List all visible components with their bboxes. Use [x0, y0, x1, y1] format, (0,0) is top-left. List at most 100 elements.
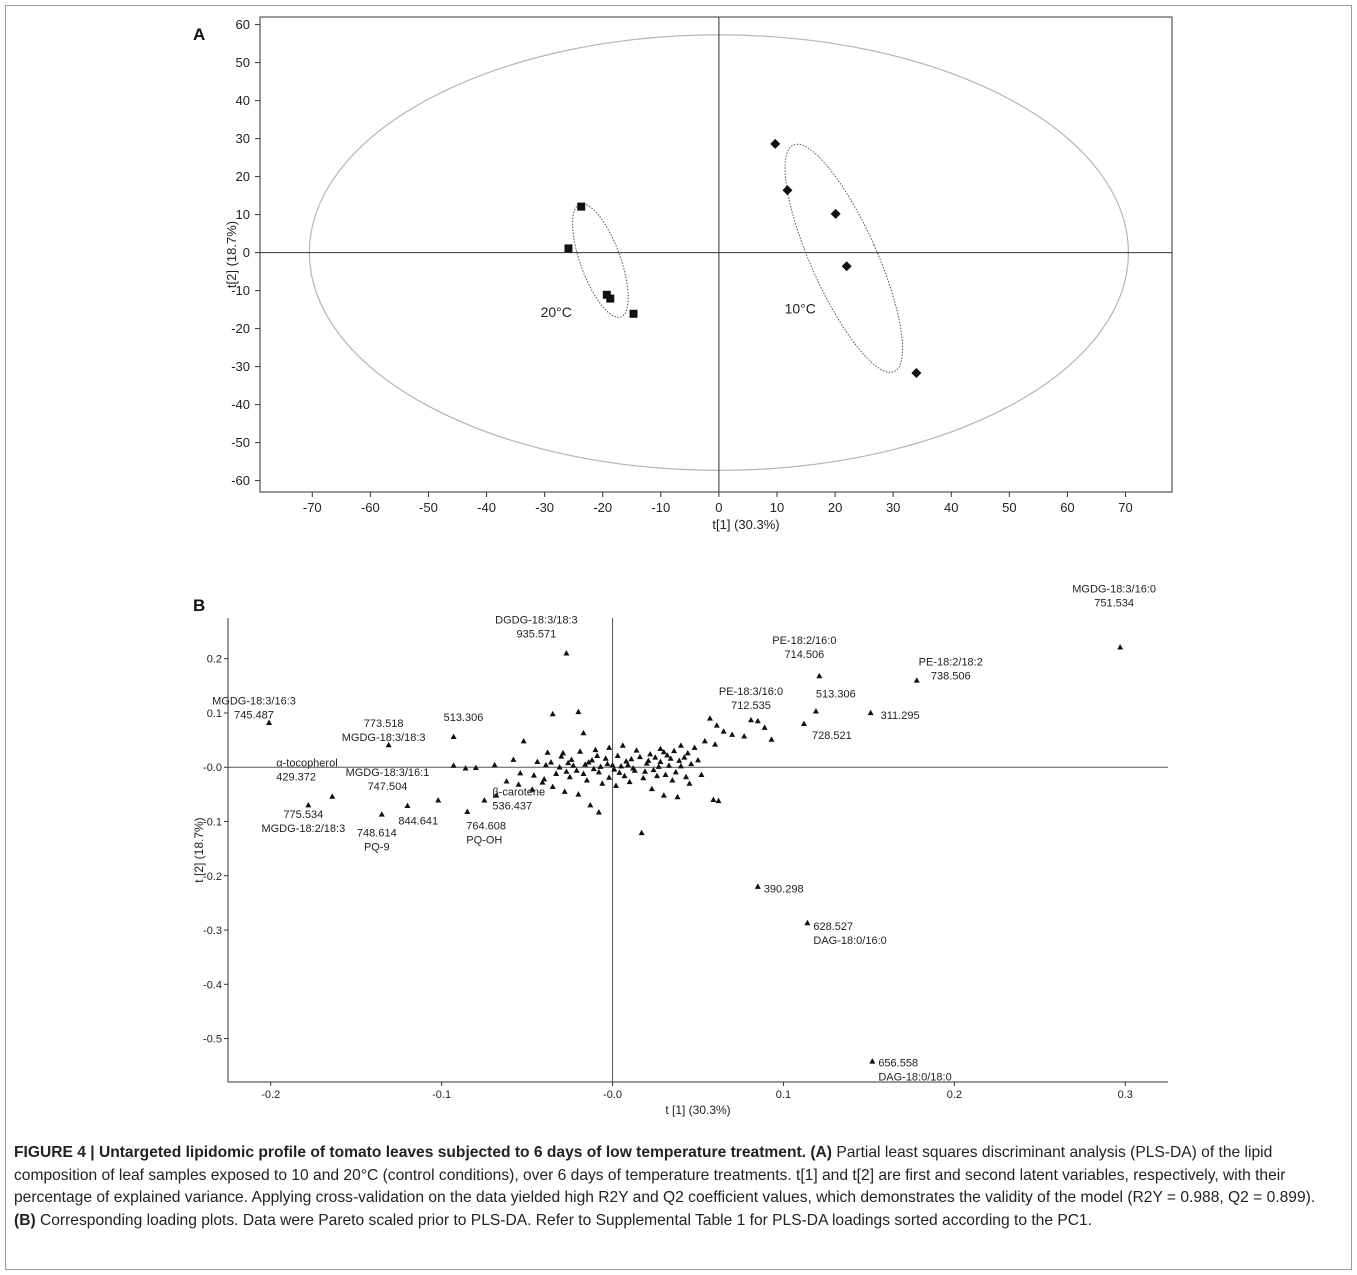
point-label: PE-18:2/18:2 — [919, 656, 983, 668]
loading-point — [628, 755, 635, 762]
point-label: 747.504 — [368, 781, 408, 793]
point-label: 712.535 — [731, 700, 771, 712]
loading-point — [611, 766, 618, 772]
loading-point — [647, 751, 654, 757]
loading-point — [754, 717, 761, 724]
loading-point — [672, 768, 679, 775]
point-label: 536.437 — [492, 800, 532, 812]
labeled-loading-point — [563, 650, 570, 656]
y-tick-label: -40 — [231, 397, 250, 412]
loading-point — [643, 760, 650, 766]
panel-b-label: B — [193, 596, 205, 615]
labeled-loading-point — [481, 797, 488, 803]
x-axis-label: t[1] (30.3%) — [712, 517, 779, 532]
y-axis-label: t[2] (18.7%) — [224, 221, 239, 288]
loading-point — [642, 768, 649, 774]
loading-point — [665, 762, 672, 768]
point-label: 628.527 — [813, 921, 853, 933]
y-tick-label: -0.0 — [203, 762, 222, 774]
x-tick-label: -20 — [593, 500, 612, 515]
y-tick-label: -10 — [231, 283, 250, 298]
loading-point — [602, 755, 609, 761]
data-point-20c — [577, 202, 586, 211]
loading-point — [653, 772, 660, 779]
x-tick-label: -30 — [535, 500, 554, 515]
group-ellipse-10c — [784, 143, 904, 373]
loading-point — [595, 768, 602, 775]
x-tick-label: 0 — [715, 500, 722, 515]
point-label: 775.534 — [283, 809, 323, 821]
y-tick-label: 20 — [236, 169, 250, 184]
caption-title: FIGURE 4 | Untargeted lipidomic profile … — [14, 1144, 832, 1161]
point-label: 773.518 — [364, 718, 404, 730]
loading-point — [706, 715, 713, 721]
loading-point — [534, 758, 541, 765]
labeled-loading-point — [913, 677, 920, 683]
loading-point — [549, 710, 556, 717]
y-tick-label: 10 — [236, 207, 250, 222]
x-tick-label: 0.1 — [776, 1089, 791, 1101]
x-tick-label: 0.3 — [1118, 1089, 1133, 1101]
point-label: 656.558 — [878, 1057, 918, 1069]
loading-point — [619, 742, 626, 748]
loading-point — [565, 759, 572, 766]
labeled-loading-point — [804, 919, 811, 926]
loading-point — [674, 793, 681, 800]
loading-point — [517, 770, 524, 776]
labeled-loading-point — [800, 720, 807, 727]
loading-point — [561, 788, 568, 794]
loading-point — [548, 759, 555, 765]
x-tick-label: 70 — [1118, 500, 1132, 515]
labeled-loading-point — [266, 719, 273, 725]
group-annotation: 10°C — [785, 300, 816, 316]
loading-point — [677, 742, 684, 748]
loading-point — [563, 768, 570, 774]
point-label: 728.521 — [812, 730, 852, 742]
y-tick-label: -50 — [231, 435, 250, 450]
loading-point — [575, 708, 582, 715]
loading-point — [599, 780, 606, 786]
x-tick-label: 0.2 — [947, 1089, 962, 1101]
point-label: MGDG-18:3/16:3 — [212, 696, 296, 708]
figure-frame — [5, 5, 1352, 1270]
y-tick-label: 0 — [243, 245, 250, 260]
loading-point — [462, 765, 469, 771]
y-tick-label: -0.5 — [203, 1034, 222, 1046]
point-label: MGDG-18:3/18:3 — [342, 732, 426, 744]
x-tick-label: 20 — [828, 500, 842, 515]
loading-point — [606, 774, 613, 780]
loading-point — [657, 745, 664, 751]
loading-point — [573, 767, 580, 773]
loading-point — [683, 773, 690, 780]
loading-point — [604, 760, 611, 767]
y-tick-label: 0.1 — [207, 708, 222, 720]
loading-point — [510, 756, 517, 762]
x-tick-label: 30 — [886, 500, 900, 515]
point-label: 748.614 — [357, 827, 397, 839]
loading-point — [657, 758, 664, 765]
loading-point — [566, 773, 573, 780]
y-tick-label: -0.1 — [203, 817, 222, 829]
data-point-10c — [841, 261, 852, 272]
y-tick-label: 0.2 — [207, 654, 222, 666]
loading-point — [631, 767, 638, 773]
x-axis-label: t [1] (30.3%) — [665, 1103, 730, 1117]
point-label: 844.641 — [398, 815, 438, 827]
point-label: α-tocopherol — [276, 758, 337, 770]
y-tick-label: -0.3 — [203, 925, 222, 937]
data-point-20c — [564, 244, 573, 253]
group-ellipse-20c — [572, 203, 629, 318]
labeled-loading-point — [754, 883, 761, 889]
loading-point — [677, 762, 684, 769]
loading-point — [621, 772, 628, 779]
panel-a-label: A — [193, 25, 205, 44]
labeled-loading-point — [747, 716, 754, 723]
loading-point — [655, 763, 662, 769]
y-tick-label: -60 — [231, 473, 250, 488]
loading-point — [595, 809, 602, 815]
group-annotation: 20°C — [541, 304, 572, 320]
loading-point — [590, 765, 597, 772]
labeled-loading-point — [385, 741, 392, 748]
loading-point — [580, 770, 587, 776]
loading-point — [614, 752, 621, 759]
